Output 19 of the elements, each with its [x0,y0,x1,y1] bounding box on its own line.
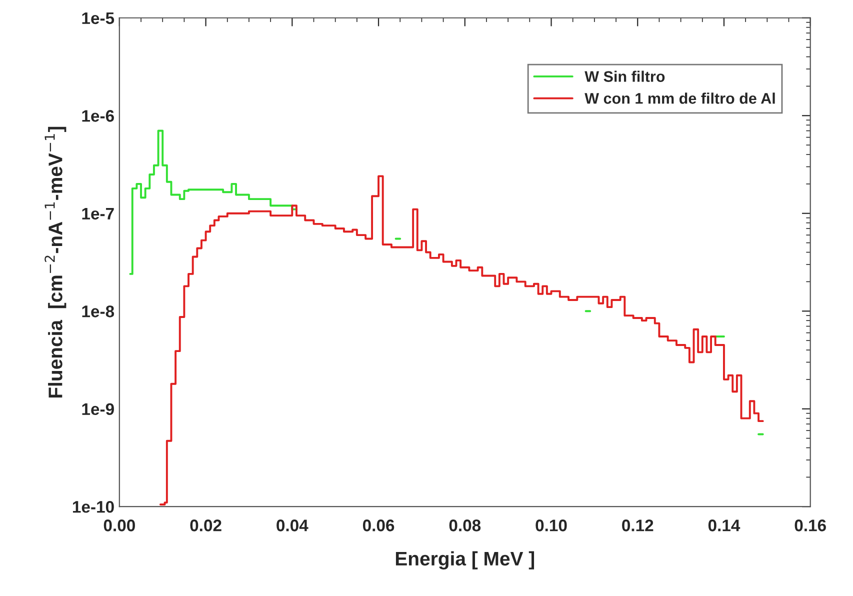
y-tick-label: 1e-6 [82,110,114,122]
x-tick-label: 0.10 [536,520,567,532]
x-tick-label: 0.08 [449,520,481,532]
y-tick-label: 1e-8 [82,306,114,318]
y-tick-label: 1e-10 [72,501,114,513]
x-tick-label: 0.04 [276,520,308,532]
x-tick-label: 0.06 [362,520,394,532]
x-tick-label: 0.16 [794,520,826,532]
y-tick-label: 1e-7 [82,208,114,220]
y-axis-title: Fluencia [cm$^{−2}$-nA$^{−1}$-meV$^{−1}$] [44,126,66,398]
x-tick-label: 0.14 [708,520,740,532]
x-tick-label: 0.00 [104,520,135,532]
x-tick-label: 0.12 [622,520,654,532]
x-tick-label: 0.02 [190,520,222,532]
y-tick-label: 1e-5 [82,12,114,24]
y-tick-label: 1e-9 [82,403,114,416]
legend-label: W con 1 mm de filtro de Al [584,92,775,104]
x-axis-title: Energia [ MeV ] [396,551,534,570]
legend-label: W Sin filtro [584,70,665,82]
